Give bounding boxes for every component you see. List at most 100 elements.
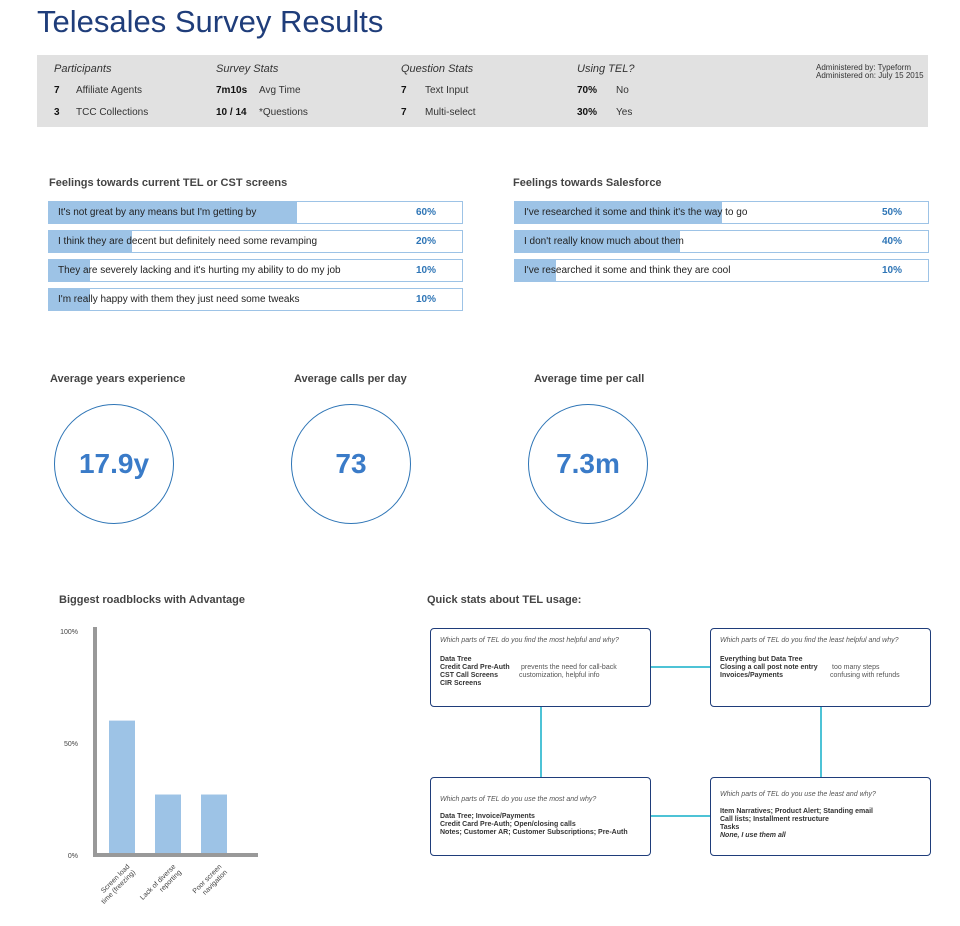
feeling-text: I've researched it some and think they a… xyxy=(524,265,731,276)
feeling-bar: I've researched it some and think it's t… xyxy=(514,201,929,224)
use-most-item: Notes; Customer AR; Customer Subscriptio… xyxy=(440,829,628,836)
question-stats-header: Question Stats xyxy=(401,63,474,75)
feeling-text: They are severely lacking and it's hurti… xyxy=(58,265,341,276)
feeling-pct: 60% xyxy=(416,207,437,218)
use-least-question: Which parts of TEL do you use the least … xyxy=(720,791,876,798)
using-tel-yes-pct: 30% xyxy=(577,107,598,118)
feeling-bar-fill xyxy=(515,202,722,223)
feeling-bar-fill xyxy=(49,260,91,281)
least-helpful-note: too many steps xyxy=(832,664,880,671)
least-helpful-item: Closing a call post note entry xyxy=(720,664,818,671)
avg-calls-circle: 73 xyxy=(291,404,411,524)
avg-time-label: Avg Time xyxy=(259,85,301,96)
feeling-bar-fill xyxy=(49,202,297,223)
questions-value: 10 / 14 xyxy=(216,107,247,118)
chart-bar xyxy=(109,720,135,855)
least-helpful-box: Which parts of TEL do you find the least… xyxy=(710,628,931,707)
chart-x-tick-label: Lack of diversereporting xyxy=(139,863,183,907)
feeling-pct: 20% xyxy=(416,236,437,247)
connector-line xyxy=(820,706,822,777)
text-input-count: 7 xyxy=(401,85,407,96)
least-helpful-note: confusing with refunds xyxy=(830,672,900,679)
multi-select-label: Multi-select xyxy=(425,107,476,118)
use-most-question: Which parts of TEL do you use the most a… xyxy=(440,796,597,803)
most-helpful-item: CIR Screens xyxy=(440,680,482,687)
feeling-bar: It's not great by any means but I'm gett… xyxy=(48,201,463,224)
avg-years-circle: 17.9y xyxy=(54,404,174,524)
avg-years-value: 17.9y xyxy=(78,448,150,479)
avg-calls-title: Average calls per day xyxy=(294,373,407,385)
quick-stats-title: Quick stats about TEL usage: xyxy=(427,594,582,606)
most-helpful-item: Data Tree xyxy=(440,656,472,663)
use-most-item: Credit Card Pre-Auth; Open/closing calls xyxy=(440,821,576,828)
chart-y-tick-label: 100% xyxy=(60,629,78,636)
most-helpful-note: customization, helpful info xyxy=(519,672,600,679)
avg-time-title: Average time per call xyxy=(534,373,645,385)
multi-select-count: 7 xyxy=(401,107,407,118)
feeling-text: I think they are decent but definitely n… xyxy=(58,236,318,247)
using-tel-header: Using TEL? xyxy=(577,63,635,75)
use-least-item: Call lists; Installment restructure xyxy=(720,816,829,823)
feeling-text: I've researched it some and think it's t… xyxy=(524,207,748,218)
feeling-bar-fill xyxy=(49,231,132,252)
chart-bar xyxy=(201,794,227,855)
summary-panel: Participants 7 Affiliate Agents 3 TCC Co… xyxy=(37,55,928,127)
chart-y-tick-label: 50% xyxy=(64,741,78,748)
feeling-pct: 10% xyxy=(882,265,903,276)
use-least-item: None, I use them all xyxy=(720,832,786,839)
participants-count: 7 xyxy=(54,85,60,96)
feeling-bar: I'm really happy with them they just nee… xyxy=(48,288,463,311)
page-title: Telesales Survey Results xyxy=(37,4,384,39)
feeling-bar: I think they are decent but definitely n… xyxy=(48,230,463,253)
avg-time-value: 7.3m xyxy=(556,448,620,479)
chart-bar xyxy=(155,794,181,855)
connector-line xyxy=(651,815,710,817)
avg-time-circle: 7.3m xyxy=(528,404,648,524)
feeling-pct: 10% xyxy=(416,294,437,305)
feeling-pct: 10% xyxy=(416,265,437,276)
most-helpful-item: CST Call Screens xyxy=(440,672,498,679)
feeling-bar: I don't really know much about them 40% xyxy=(514,230,929,253)
participants-label: Affiliate Agents xyxy=(76,85,142,96)
use-least-item: Tasks xyxy=(720,824,740,831)
feelings-tel-title: Feelings towards current TEL or CST scre… xyxy=(49,177,288,189)
avg-time-value: 7m10s xyxy=(216,85,248,96)
use-least-item: Item Narratives; Product Alert; Standing… xyxy=(720,808,873,815)
feeling-pct: 40% xyxy=(882,236,903,247)
participants-header: Participants xyxy=(54,63,112,75)
connector-line xyxy=(540,706,542,777)
administered-by: Administered by: Typeform xyxy=(816,63,912,72)
least-helpful-item: Everything but Data Tree xyxy=(720,656,803,663)
connector-line xyxy=(651,666,710,668)
roadblocks-title: Biggest roadblocks with Advantage xyxy=(59,594,246,606)
most-helpful-note: prevents the need for call-back xyxy=(521,664,617,671)
feelings-salesforce-title: Feelings towards Salesforce xyxy=(513,177,662,189)
using-tel-yes-label: Yes xyxy=(616,107,633,118)
survey-stats-header: Survey Stats xyxy=(216,63,279,75)
using-tel-no-pct: 70% xyxy=(577,85,598,96)
feeling-pct: 50% xyxy=(882,207,903,218)
chart-x-tick-label: Poor screennavigation xyxy=(192,863,229,900)
most-helpful-box: Which parts of TEL do you find the most … xyxy=(430,628,651,707)
chart-x-tick-label: Screen loadtime (freezing) xyxy=(95,863,137,905)
feeling-text: I'm really happy with them they just nee… xyxy=(58,294,300,305)
feeling-bar-fill xyxy=(515,260,557,281)
using-tel-no-label: No xyxy=(616,85,629,96)
use-least-box: Which parts of TEL do you use the least … xyxy=(710,777,931,856)
feeling-text: I don't really know much about them xyxy=(524,236,684,247)
feeling-bar: They are severely lacking and it's hurti… xyxy=(48,259,463,282)
least-helpful-question: Which parts of TEL do you find the least… xyxy=(720,637,899,644)
feeling-bar-fill xyxy=(515,231,681,252)
most-helpful-item: Credit Card Pre-Auth xyxy=(440,664,510,671)
use-most-item: Data Tree; Invoice/Payments xyxy=(440,813,535,820)
feeling-bar-fill xyxy=(49,289,91,310)
questions-label: *Questions xyxy=(259,107,308,118)
avg-years-title: Average years experience xyxy=(50,373,186,385)
chart-y-tick-label: 0% xyxy=(68,853,78,860)
feeling-bar: I've researched it some and think they a… xyxy=(514,259,929,282)
most-helpful-question: Which parts of TEL do you find the most … xyxy=(440,637,619,644)
roadblocks-chart: 100% 50% 0% Screen loadtime (freezing) Lack … xyxy=(60,627,258,907)
participants-label: TCC Collections xyxy=(76,107,149,118)
use-most-box: Which parts of TEL do you use the most a… xyxy=(430,777,651,856)
text-input-label: Text Input xyxy=(425,85,469,96)
